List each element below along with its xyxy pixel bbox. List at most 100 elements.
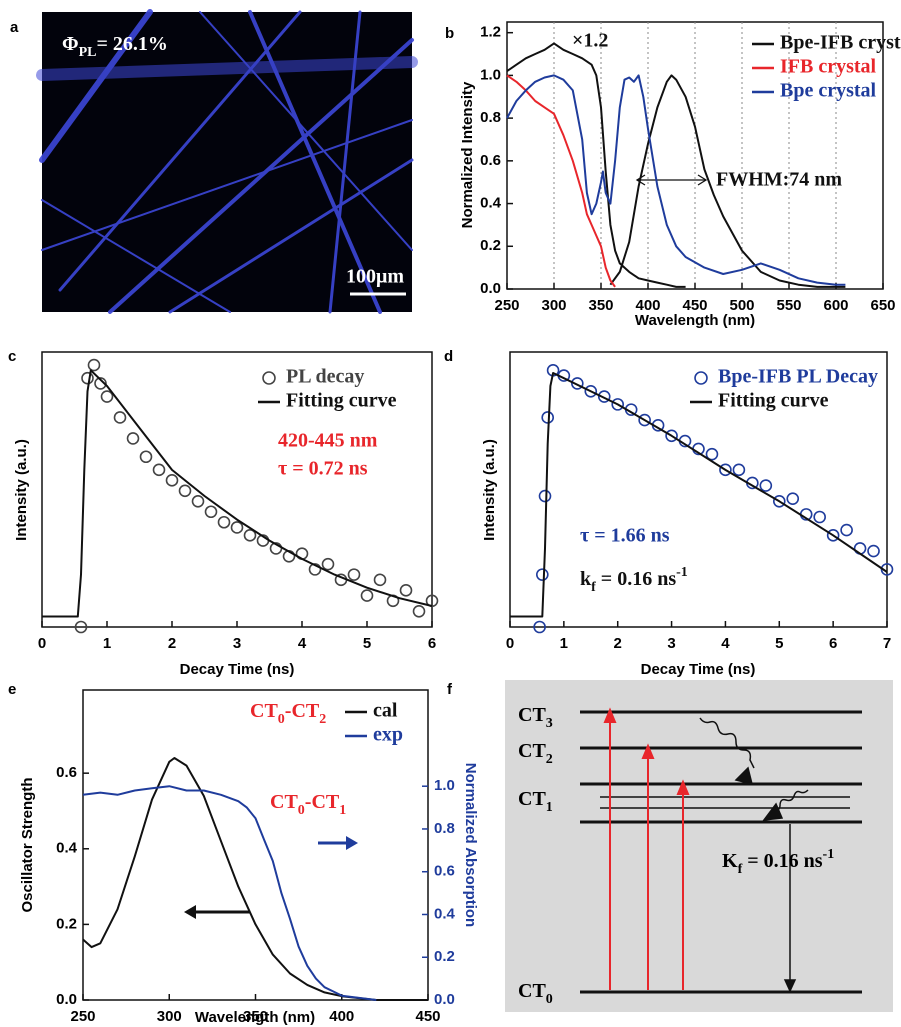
panel-label: c [8, 348, 16, 365]
data-point [204, 505, 218, 519]
x-tick-label: 2 [614, 635, 622, 652]
y-axis-label: Intensity (a.u.) [13, 439, 30, 541]
levels [580, 710, 862, 994]
arrow-head [676, 779, 690, 795]
data-point [139, 450, 153, 464]
wavy-arrow [699, 717, 755, 769]
data-point [719, 463, 732, 477]
text-part: 0 [298, 803, 305, 818]
data-point [425, 594, 439, 608]
panel-label: e [8, 681, 16, 698]
x-axis-label: Decay Time (ns) [641, 661, 756, 678]
y2-tick-label: 1.0 [434, 777, 455, 794]
fiber [39, 9, 153, 163]
x-axis-label: Wavelength (nm) [635, 312, 755, 329]
fiber [41, 119, 413, 251]
legend-label: PL decay [286, 366, 364, 388]
excitation-arrows [603, 707, 690, 990]
data-point [347, 568, 361, 581]
x-tick-label: 6 [829, 635, 837, 652]
data-point [165, 474, 179, 487]
annotation: τ = 0.72 ns [278, 458, 368, 480]
text-part: = 0.16 ns [596, 568, 677, 590]
x-tick-label: 450 [682, 297, 707, 314]
y-tick-label: 0.2 [480, 237, 501, 254]
text-part: 0 [546, 992, 553, 1007]
y-tick-label: 0.0 [56, 991, 77, 1008]
x-tick-label: 400 [329, 1008, 354, 1025]
y-tick-label: 0.8 [480, 109, 501, 126]
y-tick-label: 0.6 [56, 764, 77, 781]
series-line [82, 785, 377, 1001]
text-part: 3 [546, 716, 553, 731]
legend-label: exp [373, 724, 403, 746]
fiber [248, 10, 382, 314]
arrow-head [346, 836, 358, 850]
data-point [867, 544, 880, 558]
text-part: 2 [546, 752, 553, 767]
text-part: CT [270, 791, 298, 813]
arrow-head [734, 766, 754, 786]
text-part: Φ [62, 33, 79, 55]
quantum-yield: ΦPL= 26.1% [62, 33, 168, 60]
data-point [308, 563, 322, 576]
x-axis-label: Wavelength (nm) [195, 1009, 315, 1026]
data-point [759, 479, 773, 492]
x-tick-label: 350 [243, 1008, 268, 1025]
legend-label: cal [373, 700, 398, 722]
y-axis-label: Normalized Intensity [459, 81, 476, 228]
x-tick-label: 1 [560, 635, 568, 652]
fiber [168, 158, 414, 314]
wavy-arrow [773, 789, 809, 813]
plot-frame [509, 351, 888, 628]
data-point [786, 492, 800, 505]
fiber [199, 11, 413, 251]
data-point [412, 604, 426, 618]
text-part: K [722, 850, 738, 872]
x-tick-label: 400 [635, 297, 660, 314]
y2-tick-label: 0.2 [434, 948, 455, 965]
data-point [178, 484, 192, 498]
series-line [506, 42, 846, 288]
text-part: PL [79, 45, 97, 60]
text-part: 1 [546, 800, 553, 815]
text-part: CT [518, 980, 546, 1002]
x-tick-label: 250 [494, 297, 519, 314]
data-point [638, 413, 651, 427]
annotation: CT0-CT1 [270, 791, 346, 818]
level-label: CT0 [518, 980, 553, 1007]
data-point [113, 411, 127, 424]
legend-marker [694, 371, 708, 385]
y2-tick-label: 0.8 [434, 820, 455, 837]
fiber [41, 199, 231, 313]
fiber [58, 10, 302, 292]
text-part: -CT [305, 791, 340, 813]
data-point [100, 390, 114, 403]
text-part: 1 [339, 803, 346, 818]
text-part: -1 [823, 847, 835, 862]
data-point [813, 510, 826, 524]
x-tick-label: 7 [883, 635, 891, 652]
data-point [321, 557, 335, 571]
series-line [42, 369, 433, 618]
micrograph: ΦPL= 26.1% 100μm [36, 9, 418, 314]
legend-label: Bpe-IFB PL Decay [718, 366, 878, 388]
text-part: f [738, 862, 743, 877]
fwhm-arrow [635, 174, 708, 186]
x-tick-label: 450 [415, 1008, 440, 1025]
arrow-head [783, 979, 797, 993]
direction-arrows [184, 836, 358, 919]
x-tick-label: 300 [541, 297, 566, 314]
x-tick-label: 350 [588, 297, 613, 314]
panel-label: b [445, 25, 454, 42]
level-label: CT1 [518, 788, 553, 815]
x-tick-label: 650 [870, 297, 895, 314]
data-point [230, 521, 244, 534]
fiber [328, 10, 362, 314]
legend-label: Fitting curve [286, 390, 397, 412]
data-point [81, 371, 94, 385]
legend-label: Bpe-IFB crystal [780, 32, 901, 54]
data-point [597, 390, 611, 403]
data-point [584, 384, 598, 398]
